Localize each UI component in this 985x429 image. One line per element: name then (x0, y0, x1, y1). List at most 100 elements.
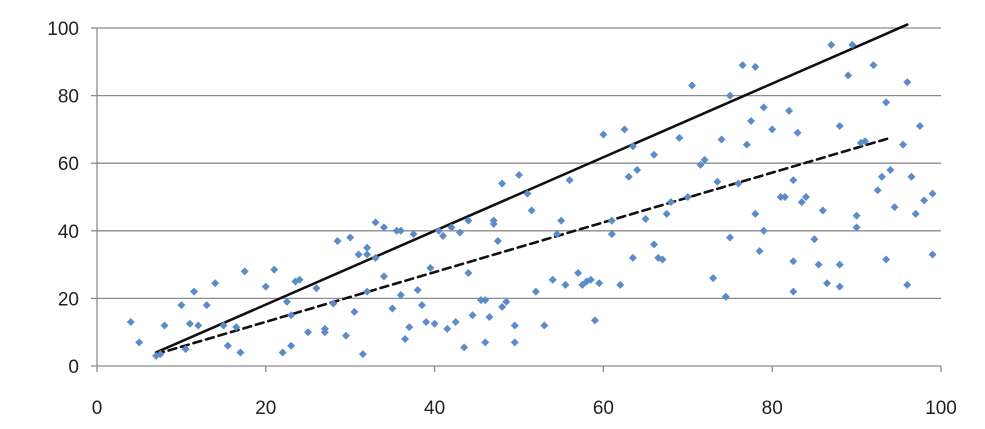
data-point (481, 296, 490, 305)
data-point (181, 345, 190, 354)
data-point (915, 122, 924, 131)
data-point (726, 91, 734, 100)
data-point (341, 331, 350, 340)
data-point (156, 350, 165, 359)
data-point (789, 287, 798, 296)
data-point (409, 230, 418, 239)
data-point (439, 231, 448, 240)
data-point (531, 287, 540, 296)
data-point (219, 321, 228, 330)
data-point (696, 160, 705, 169)
data-point (477, 296, 486, 305)
data-point (848, 40, 857, 49)
data-point (789, 257, 798, 266)
data-point (641, 214, 650, 223)
data-point (607, 230, 616, 239)
data-point (827, 40, 836, 49)
data-point (886, 165, 895, 174)
data-point (350, 307, 359, 316)
data-point (430, 319, 439, 328)
axes (91, 27, 942, 372)
data-point (650, 150, 659, 159)
data-point (675, 133, 684, 142)
data-point (928, 189, 937, 198)
data-point (586, 275, 595, 284)
data-point (223, 341, 232, 350)
data-point (882, 98, 891, 107)
y-tick-label-80: 80 (58, 87, 79, 108)
data-point (240, 267, 249, 276)
data-points (126, 40, 937, 360)
data-point (785, 106, 794, 115)
y-tick-label-100: 100 (47, 19, 79, 40)
data-point (194, 321, 203, 330)
data-point (742, 140, 751, 149)
data-point (882, 255, 891, 264)
data-point (759, 103, 768, 112)
data-point (810, 235, 819, 244)
data-point (726, 233, 734, 242)
x-tick-label-100: 100 (925, 398, 957, 419)
data-point (599, 130, 608, 139)
data-point (379, 272, 388, 281)
y-tick-label-60: 60 (58, 154, 79, 175)
grid-lines (97, 27, 941, 300)
data-point (780, 193, 789, 201)
data-point (713, 177, 722, 186)
data-point (202, 301, 211, 310)
data-point (396, 226, 405, 235)
x-tick-label-40: 40 (424, 398, 445, 419)
data-point (405, 323, 414, 332)
data-point (852, 223, 861, 232)
data-point (481, 338, 490, 347)
data-point (295, 275, 304, 284)
data-point (358, 350, 367, 359)
data-point (498, 179, 507, 188)
data-point (852, 211, 861, 220)
data-point (751, 209, 760, 218)
data-point (548, 275, 557, 284)
data-point (818, 206, 827, 215)
data-point (628, 253, 637, 262)
data-point (620, 125, 629, 134)
data-point (388, 304, 397, 313)
data-point (287, 311, 296, 320)
data-point (190, 287, 199, 296)
data-point (688, 81, 697, 90)
data-point (755, 247, 764, 256)
data-point (738, 61, 747, 70)
data-point (417, 301, 426, 310)
data-point (261, 282, 270, 291)
data-point (498, 302, 507, 311)
data-point (861, 137, 870, 146)
data-point (747, 116, 756, 125)
data-point (282, 297, 291, 306)
data-point (658, 255, 667, 264)
x-tick-label-0: 0 (92, 398, 103, 419)
data-point (666, 198, 675, 207)
data-point (633, 165, 642, 174)
data-point (823, 279, 832, 288)
data-point (911, 209, 920, 218)
data-point (928, 250, 937, 259)
data-point (312, 284, 321, 293)
data-point (751, 62, 760, 71)
x-tick-label-80: 80 (762, 398, 783, 419)
y-tick-label-20: 20 (58, 289, 79, 310)
data-point (464, 269, 473, 278)
data-point (717, 135, 726, 144)
data-point (527, 206, 536, 215)
data-point (877, 172, 886, 181)
data-point (363, 287, 372, 296)
data-point (709, 274, 718, 283)
data-point (590, 316, 599, 325)
data-point (890, 203, 899, 212)
x-tick-label-20: 20 (255, 398, 276, 419)
y-tick-label-0: 0 (68, 357, 79, 378)
data-point (814, 260, 823, 269)
data-point (607, 216, 616, 225)
data-point (510, 338, 519, 347)
data-point (460, 343, 469, 352)
data-point (379, 223, 388, 232)
